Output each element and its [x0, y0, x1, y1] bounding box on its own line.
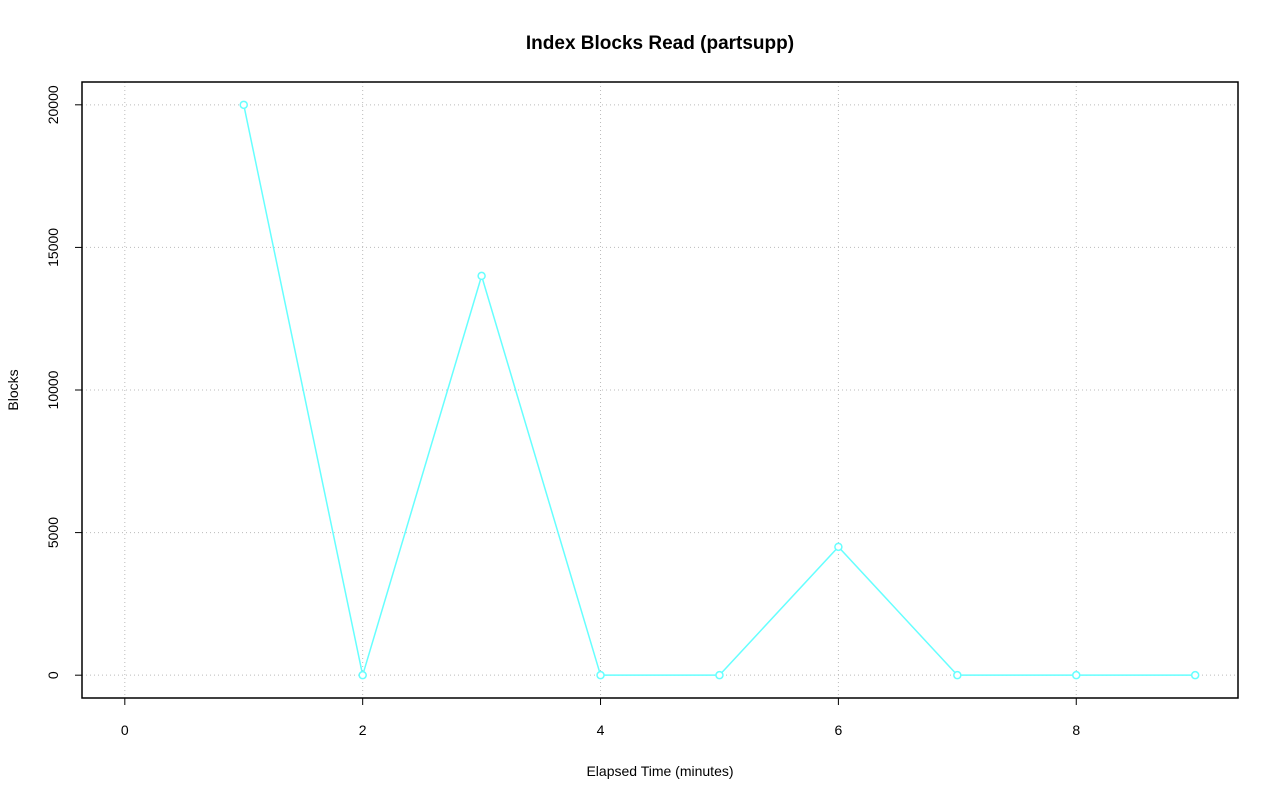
- data-point: [239, 100, 248, 110]
- data-point: [596, 670, 605, 680]
- data-point: [1072, 670, 1081, 680]
- y-tick-label: 15000: [45, 228, 61, 267]
- plot-frame: [81, 81, 1239, 699]
- x-tick-label: 0: [121, 722, 129, 738]
- data-point: [1190, 670, 1200, 680]
- y-tick-label: 10000: [45, 370, 61, 409]
- x-axis-label: Elapsed Time (minutes): [586, 763, 733, 779]
- x-tick-label: 6: [834, 722, 842, 738]
- y-tick-label: 0: [45, 671, 61, 679]
- y-tick-label: 20000: [45, 85, 61, 124]
- data-point: [953, 670, 962, 680]
- data-point: [834, 542, 843, 552]
- data-point: [358, 670, 367, 680]
- data-point: [477, 271, 486, 281]
- data-point: [715, 670, 724, 680]
- chart-title: Index Blocks Read (partsupp): [526, 33, 794, 54]
- x-tick-label: 4: [597, 722, 605, 738]
- x-tick-label: 2: [359, 722, 367, 738]
- y-axis-label: Blocks: [5, 369, 21, 410]
- y-tick-label: 5000: [45, 517, 61, 548]
- x-tick-label: 8: [1072, 722, 1080, 738]
